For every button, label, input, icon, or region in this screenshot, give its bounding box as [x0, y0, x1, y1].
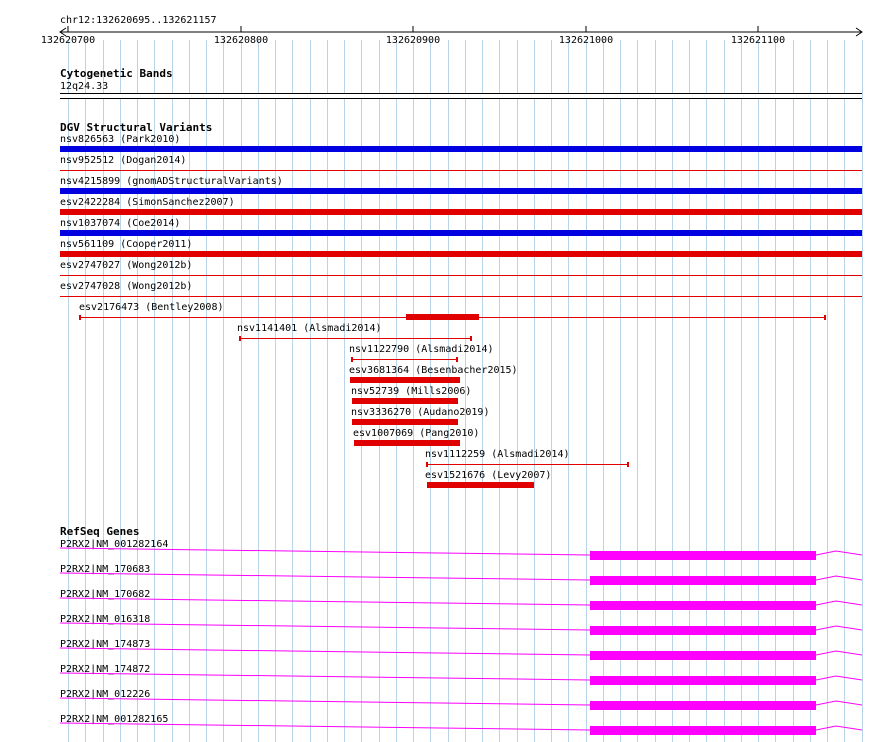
gene-label[interactable]: P2RX2|NM_170682: [60, 589, 151, 600]
ruler-tick-label: 132621000: [558, 35, 614, 46]
gene-model[interactable]: [0, 722, 890, 736]
ruler-tick-label: 132620900: [385, 35, 441, 46]
variant-bar[interactable]: [60, 188, 862, 194]
variant-bar[interactable]: [60, 209, 862, 215]
variant-bar[interactable]: [60, 251, 862, 257]
variant-end-tick: [239, 336, 241, 341]
variant-label[interactable]: nsv826563 (Park2010): [60, 134, 181, 145]
variant-span-line[interactable]: [351, 359, 457, 360]
variant-label[interactable]: nsv1141401 (Alsmadi2014): [237, 323, 382, 334]
gene-label[interactable]: P2RX2|NM_174872: [60, 664, 151, 675]
variant-end-tick: [426, 462, 428, 467]
gene-model[interactable]: [0, 572, 890, 586]
cytoband-track-title[interactable]: Cytogenetic Bands: [60, 67, 173, 80]
gene-model[interactable]: [0, 672, 890, 686]
variant-span-line[interactable]: [239, 338, 471, 339]
variant-bar[interactable]: [352, 398, 458, 404]
variant-label[interactable]: nsv561109 (Cooper2011): [60, 239, 193, 250]
variant-bar[interactable]: [427, 482, 534, 488]
dgv-track-title[interactable]: DGV Structural Variants: [60, 121, 213, 134]
gene-exon-block: [590, 576, 816, 585]
variant-label[interactable]: esv2747027 (Wong2012b): [60, 260, 193, 271]
variant-bar[interactable]: [60, 170, 862, 171]
variant-label[interactable]: nsv952512 (Dogan2014): [60, 155, 187, 166]
variant-bar[interactable]: [60, 230, 862, 236]
cytoband-bar[interactable]: [60, 93, 862, 99]
variant-label[interactable]: nsv52739 (Mills2006): [351, 386, 472, 397]
variant-label[interactable]: esv2747028 (Wong2012b): [60, 281, 193, 292]
refseq-track-title[interactable]: RefSeq Genes: [60, 525, 140, 538]
variant-label[interactable]: nsv4215899 (gnomADStructuralVariants): [60, 176, 283, 187]
variant-end-tick: [351, 357, 353, 362]
ruler-tick-label: 132620800: [213, 35, 269, 46]
variant-bar[interactable]: [60, 296, 862, 297]
gene-exon-block: [590, 676, 816, 685]
gene-model[interactable]: [0, 697, 890, 711]
scroll-left-icon: [59, 27, 67, 37]
gene-exon-block: [590, 701, 816, 710]
variant-label[interactable]: nsv1112259 (Alsmadi2014): [425, 449, 570, 460]
variant-bar[interactable]: [60, 275, 862, 276]
gene-exon-block: [590, 626, 816, 635]
variant-end-tick: [456, 357, 458, 362]
variant-end-tick: [627, 462, 629, 467]
variant-end-tick: [824, 315, 826, 320]
variant-label[interactable]: esv1007069 (Pang2010): [353, 428, 480, 439]
variant-bar[interactable]: [60, 146, 862, 152]
ruler-range-label: chr12:132620695..132621157: [60, 15, 217, 26]
variant-label[interactable]: esv2176473 (Bentley2008): [79, 302, 224, 313]
variant-label[interactable]: esv2422284 (SimonSanchez2007): [60, 197, 235, 208]
gene-label[interactable]: P2RX2|NM_012226: [60, 689, 151, 700]
variant-label[interactable]: nsv1122790 (Alsmadi2014): [349, 344, 494, 355]
gene-label[interactable]: P2RX2|NM_016318: [60, 614, 151, 625]
ruler-axis[interactable]: [0, 24, 890, 44]
ruler-tick-label: 132620700: [40, 35, 96, 46]
ruler-tick-label: 132621100: [730, 35, 786, 46]
variant-label[interactable]: esv1521676 (Levy2007): [425, 470, 552, 481]
variant-end-tick: [470, 336, 472, 341]
variant-bar[interactable]: [350, 377, 460, 383]
gene-model[interactable]: [0, 547, 890, 561]
scroll-right-icon: [855, 27, 863, 37]
variant-bar[interactable]: [354, 440, 460, 446]
gene-model[interactable]: [0, 597, 890, 611]
gene-exon-block: [590, 601, 816, 610]
variant-span-line[interactable]: [426, 464, 628, 465]
variant-end-tick: [79, 315, 81, 320]
gene-model[interactable]: [0, 622, 890, 636]
gene-exon-block: [590, 726, 816, 735]
gene-label[interactable]: P2RX2|NM_170683: [60, 564, 151, 575]
variant-label[interactable]: nsv1037074 (Coe2014): [60, 218, 181, 229]
variant-bar[interactable]: [406, 314, 479, 320]
gene-label[interactable]: P2RX2|NM_001282164: [60, 539, 169, 550]
gene-exon-block: [590, 651, 816, 660]
gene-exon-block: [590, 551, 816, 560]
gene-label[interactable]: P2RX2|NM_174873: [60, 639, 151, 650]
variant-label[interactable]: esv3681364 (Besenbacher2015): [349, 365, 518, 376]
variant-label[interactable]: nsv3336270 (Audano2019): [351, 407, 490, 418]
gene-model[interactable]: [0, 647, 890, 661]
gene-label[interactable]: P2RX2|NM_001282165: [60, 714, 169, 725]
variant-bar[interactable]: [352, 419, 458, 425]
cytoband-label[interactable]: 12q24.33: [60, 81, 109, 92]
